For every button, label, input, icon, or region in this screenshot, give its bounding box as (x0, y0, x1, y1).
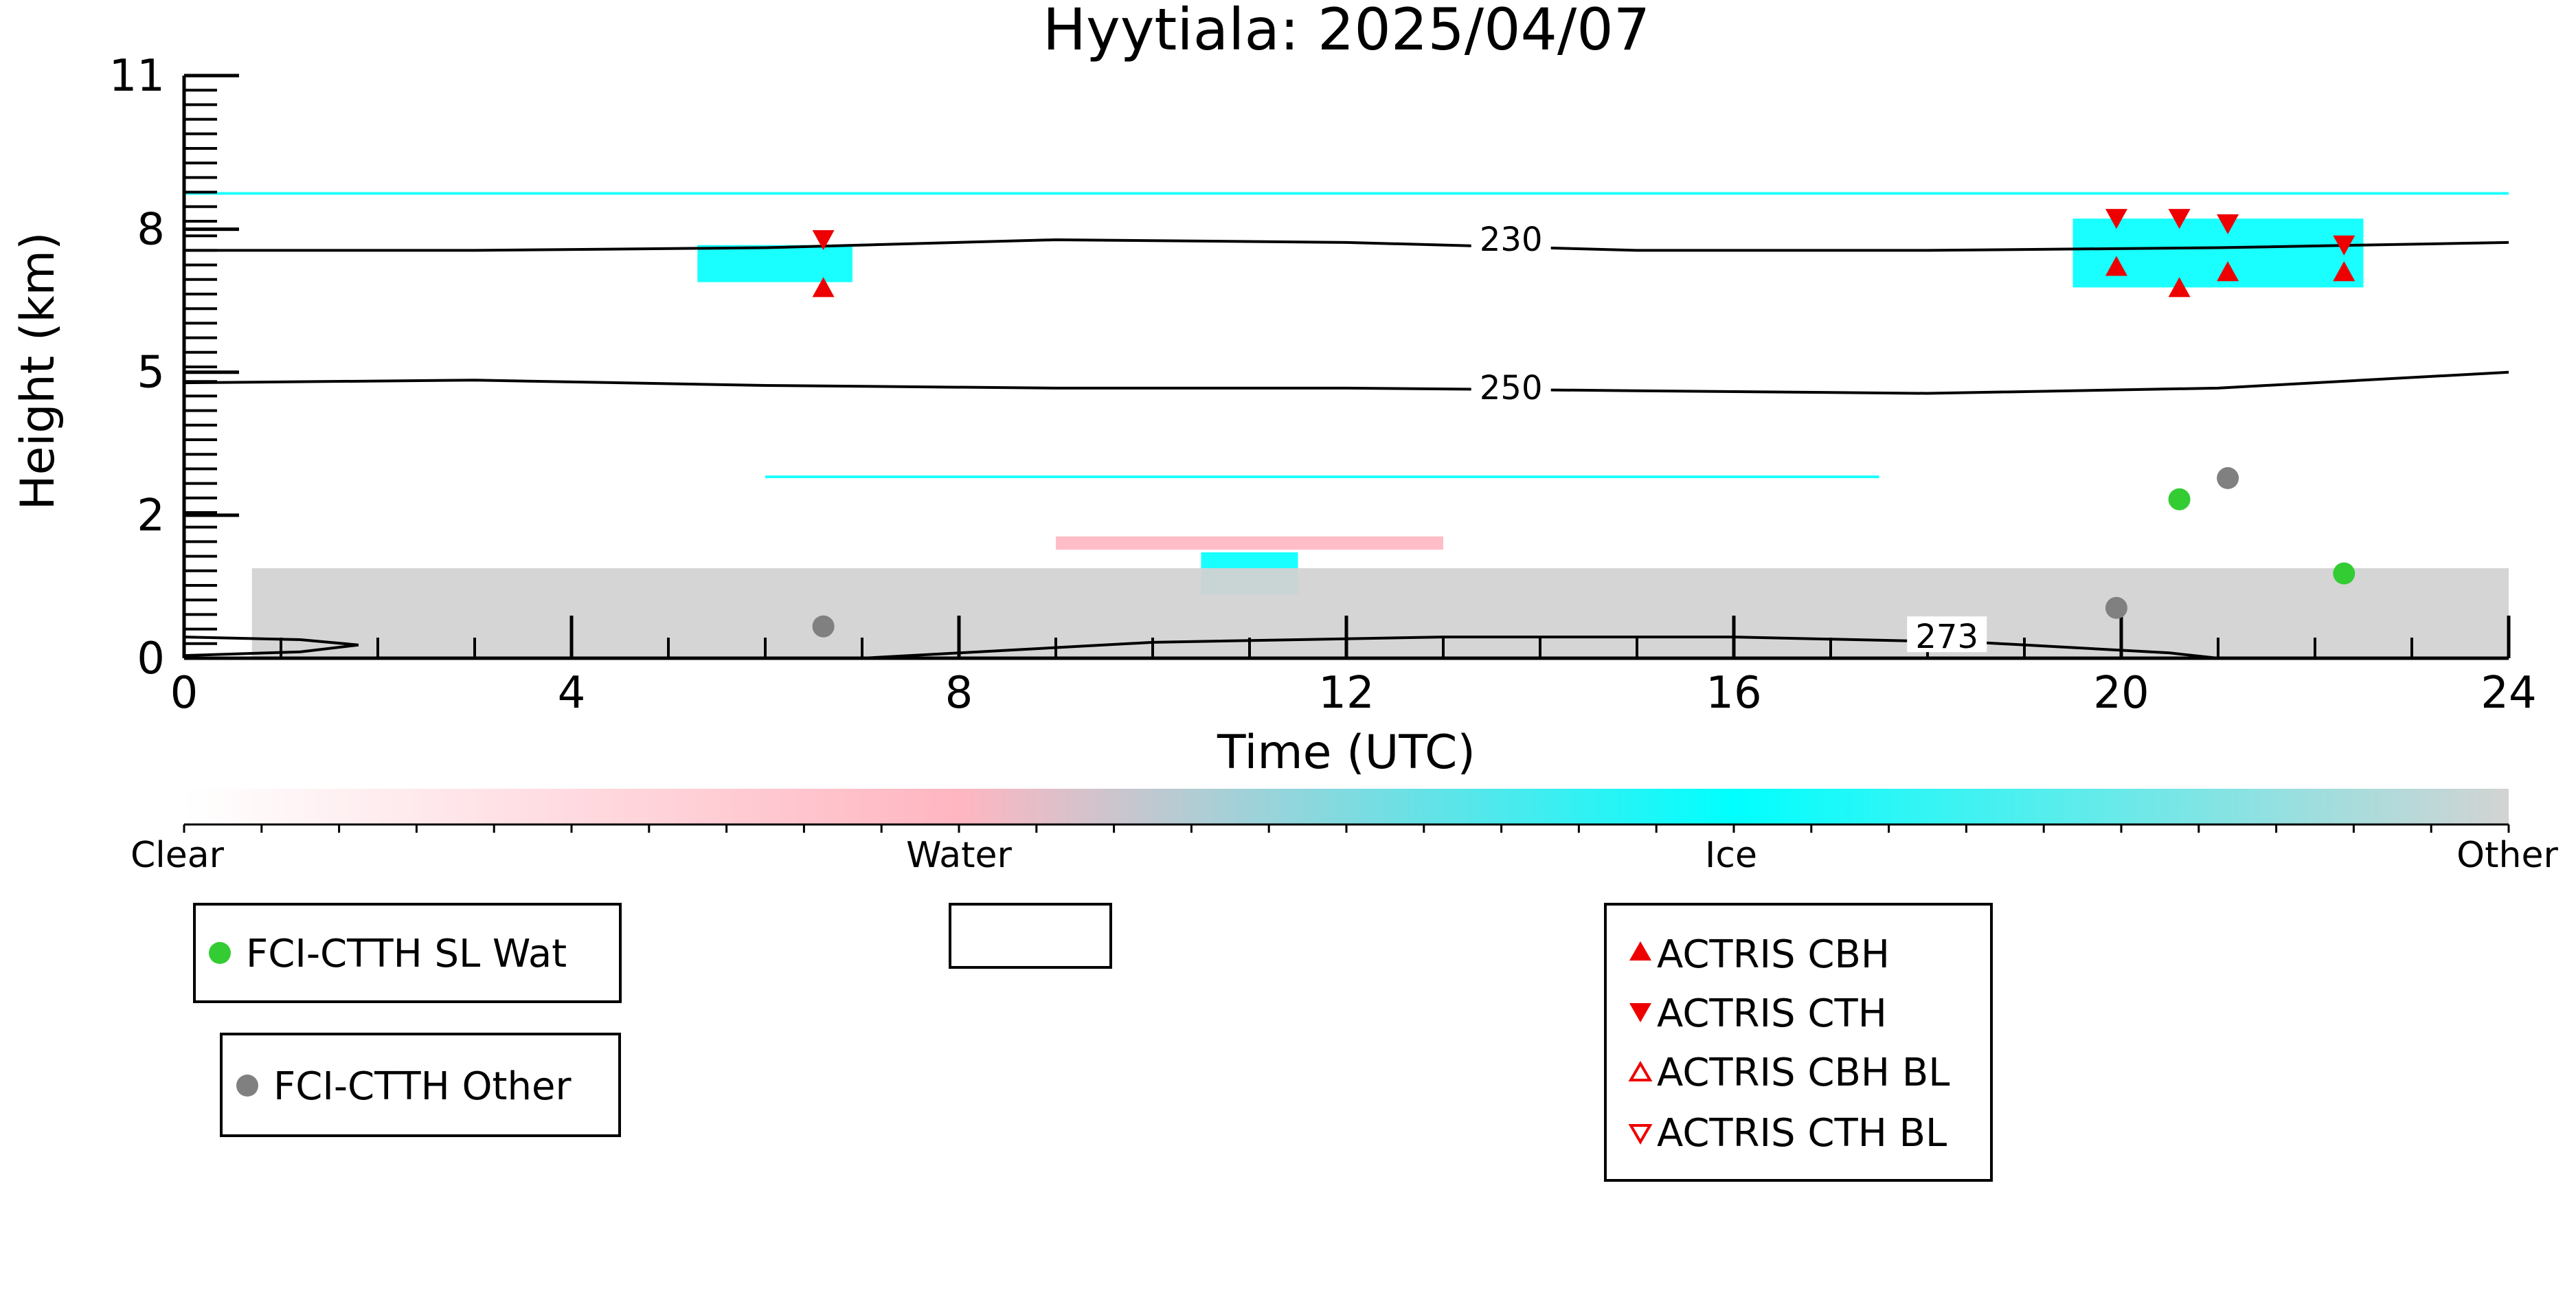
cloud-region-ice (184, 192, 2509, 195)
contour-label-273: 273 (1915, 618, 1978, 656)
point-actris-cbh (2168, 277, 2191, 298)
colorbar: Clear Water Ice Other (131, 789, 2558, 876)
point-fci-ctth-other (812, 615, 835, 638)
contour-273 (861, 636, 2219, 660)
x-tick-label: 0 (170, 668, 199, 719)
cloud-region-other (251, 568, 2509, 658)
chart-title: Hyytiala: 2025/04/07 (1043, 0, 1650, 63)
legend-box-fci-sl-wat: FCI-CTTH SL Wat (193, 903, 622, 1003)
legend-marker-fci-other (236, 1075, 258, 1097)
point-fci-ctth-other (2105, 596, 2127, 619)
contour-label-bg (1471, 367, 1551, 403)
point-actris-cth (2333, 235, 2355, 256)
legend-box-fci-other: FCI-CTTH Other (220, 1033, 621, 1137)
x-tick-label: 20 (2093, 668, 2149, 719)
point-fci-ctth-sl-wat (2168, 488, 2191, 510)
legend-label-fci-other: FCI-CTTH Other (273, 1064, 572, 1109)
contour-label-230: 230 (1480, 221, 1543, 259)
legend-label-actris-cth-bl: ACTRIS CTH BL (1657, 1111, 1947, 1156)
contour-250 (183, 370, 2509, 395)
point-fci-ctth-sl-wat (2333, 562, 2355, 585)
contour-label-250: 250 (1480, 369, 1543, 407)
y-tick-label: 2 (137, 491, 165, 541)
colorbar-label-clear: Clear (131, 835, 225, 876)
x-tick-label: 16 (1706, 668, 1761, 719)
legend-box-actris: ACTRIS CBH ACTRIS CTH ACTRIS CBH BL ACTR… (1604, 903, 1993, 1182)
plot-area: 0 2 5 8 11 0 4 8 12 16 20 24 230 250 273 (109, 51, 2537, 719)
legend-label-fci-sl-wat: FCI-CTTH SL Wat (246, 932, 567, 976)
legend-marker-actris-cbh (1629, 941, 1651, 961)
x-tick-label: 24 (2481, 668, 2536, 719)
legend-marker-fci-sl-wat (209, 942, 231, 964)
y-tick-label: 11 (109, 51, 165, 102)
x-tick-label: 12 (1318, 668, 1374, 719)
legend-marker-actris-cth (1629, 1003, 1651, 1022)
contour-label-bg (1471, 218, 1551, 255)
cloud-region-ice (697, 245, 852, 282)
contour-273 (183, 636, 359, 658)
y-tick-label: 0 (137, 633, 165, 684)
point-actris-cbh (2217, 261, 2239, 282)
point-actris-cth (2217, 214, 2239, 234)
y-tick-label: 5 (137, 348, 165, 398)
legend-label-actris-cbh-bl: ACTRIS CBH BL (1657, 1051, 1950, 1095)
contour-230 (184, 238, 2509, 252)
colorbar-label-water: Water (906, 835, 1012, 876)
legend-marker-actris-cth-bl (1628, 1124, 1653, 1145)
point-actris-cbh (2105, 256, 2127, 276)
y-axis-label: Height (km) (11, 232, 65, 510)
point-actris-cth (2168, 209, 2191, 229)
point-actris-cbh (2333, 261, 2355, 282)
point-fci-ctth-other (2217, 467, 2239, 489)
cloud-region-ice (765, 475, 1879, 478)
legend-marker-actris-cbh-bl (1628, 1061, 1653, 1081)
legend-box-empty (949, 903, 1112, 969)
point-actris-cbh (812, 277, 835, 298)
x-axis-label: Time (UTC) (1217, 726, 1476, 780)
cloud-region-ice (2072, 218, 2364, 288)
cloud-region-water (1056, 536, 1443, 550)
y-tick-label: 8 (137, 205, 165, 256)
colorbar-gradient (184, 789, 2509, 824)
legend-label-actris-cth: ACTRIS CTH (1657, 991, 1887, 1036)
x-tick-label: 8 (945, 668, 973, 719)
contour-label-bg (1907, 616, 1987, 653)
colorbar-label-other: Other (2456, 835, 2558, 876)
legend-label-actris-cbh: ACTRIS CBH (1657, 932, 1890, 977)
colorbar-ticks (183, 824, 2510, 833)
point-actris-cth (812, 229, 835, 250)
point-actris-cth (2105, 209, 2127, 229)
colorbar-label-ice: Ice (1705, 835, 1757, 876)
x-tick-label: 4 (558, 668, 586, 719)
